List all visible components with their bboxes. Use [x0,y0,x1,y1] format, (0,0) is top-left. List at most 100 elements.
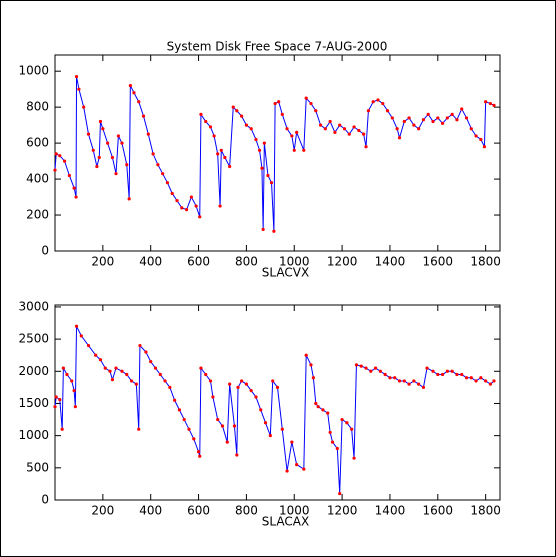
data-point [395,127,399,131]
data-point [244,123,248,127]
data-point [144,350,148,354]
data-point [262,141,266,145]
x-tick-label: 1200 [327,255,358,269]
data-point [86,132,91,136]
data-point [431,119,435,124]
data-point [127,197,131,201]
data-point [412,379,416,383]
data-point [402,119,406,124]
data-point [182,417,186,422]
data-point [199,112,203,116]
data-point [134,382,138,386]
data-point [53,405,57,409]
data-point [79,334,83,338]
x-tick-label: 1600 [423,504,454,518]
data-point [385,109,390,113]
data-point [342,127,347,131]
data-point [187,427,191,431]
data-point [138,343,142,348]
y-tick-label: 2000 [18,364,49,378]
data-point [106,141,110,145]
plot-area [54,304,501,501]
data-point [211,395,215,399]
data-point [464,376,469,380]
data-point [364,145,368,149]
data-point [436,116,440,120]
y-tick-label: 3000 [18,299,49,313]
y-tick-label: 500 [26,460,49,474]
data-point [314,109,318,113]
y-tick-label: 0 [41,493,49,507]
x-tick-label: 800 [235,255,258,269]
data-point [72,186,76,190]
data-point [323,127,327,131]
y-tick-label: 400 [26,172,49,186]
x-axis-label: SLACVX [262,266,309,280]
data-point [240,379,244,383]
y-tick-label: 0 [41,244,49,258]
data-point [77,87,81,91]
data-point [266,173,270,178]
data-point [369,369,373,373]
data-point [397,136,402,140]
data-point [280,427,284,431]
x-axis-label: SLACAX [262,515,309,529]
x-tick-label: 400 [139,255,162,269]
data-point [254,137,258,142]
data-point [309,363,313,367]
data-point [479,137,483,142]
data-point [114,366,118,370]
data-point [228,382,232,386]
data-point [407,116,411,120]
data-point [146,132,150,136]
data-point [168,385,172,389]
data-point [445,369,449,373]
data-point [199,366,203,370]
data-point [338,491,342,496]
data-point [165,181,170,185]
data-point [316,405,320,409]
data-point [110,378,115,382]
data-point [86,343,91,348]
data-point [74,324,79,328]
data-point [129,379,134,383]
data-point [263,421,268,425]
data-point [488,101,493,106]
data-point [259,408,263,412]
data-point [352,456,356,460]
x-tick-label: 600 [187,255,210,269]
data-point [240,114,244,118]
data-point [402,379,406,383]
data-point [128,83,132,88]
data-point [378,369,382,373]
data-point [153,366,158,370]
data-point [469,127,473,131]
data-point [236,385,240,389]
data-point [440,121,445,125]
y-tick-label: 200 [26,208,49,222]
data-point [249,388,253,393]
data-point [74,195,78,199]
data-point [450,112,454,116]
data-point [390,116,394,120]
data-point [225,440,229,444]
data-point [196,450,201,454]
data-point [98,119,103,124]
data-point [295,463,299,467]
data-point [220,424,225,428]
data-point [460,372,464,377]
data-point [492,103,496,107]
data-point [484,100,488,104]
data-point [249,127,253,131]
data-point [216,417,220,422]
x-tick-label: 1400 [375,504,406,518]
data-point [137,100,141,104]
data-point [269,181,274,185]
data-point [421,118,426,122]
data-point [120,141,124,145]
data-point [328,430,332,435]
data-point [330,440,335,444]
data-point [335,446,339,451]
data-point [381,101,385,106]
